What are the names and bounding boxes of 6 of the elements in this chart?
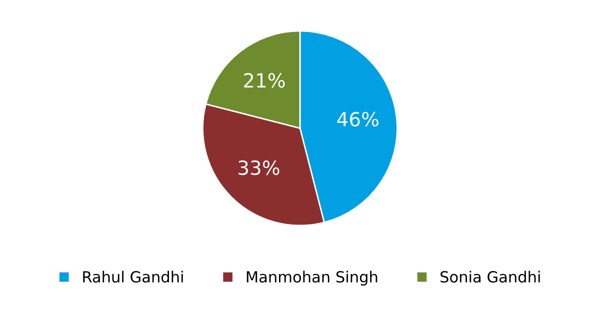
- legend-label: Rahul Gandhi: [83, 270, 183, 283]
- data-label: 21%: [244, 73, 285, 88]
- legend-label: Manmohan Singh: [246, 270, 378, 286]
- legend-label: Sonia Gandhi: [440, 270, 540, 283]
- data-label: 46%: [337, 112, 378, 127]
- data-label: 33%: [238, 160, 280, 176]
